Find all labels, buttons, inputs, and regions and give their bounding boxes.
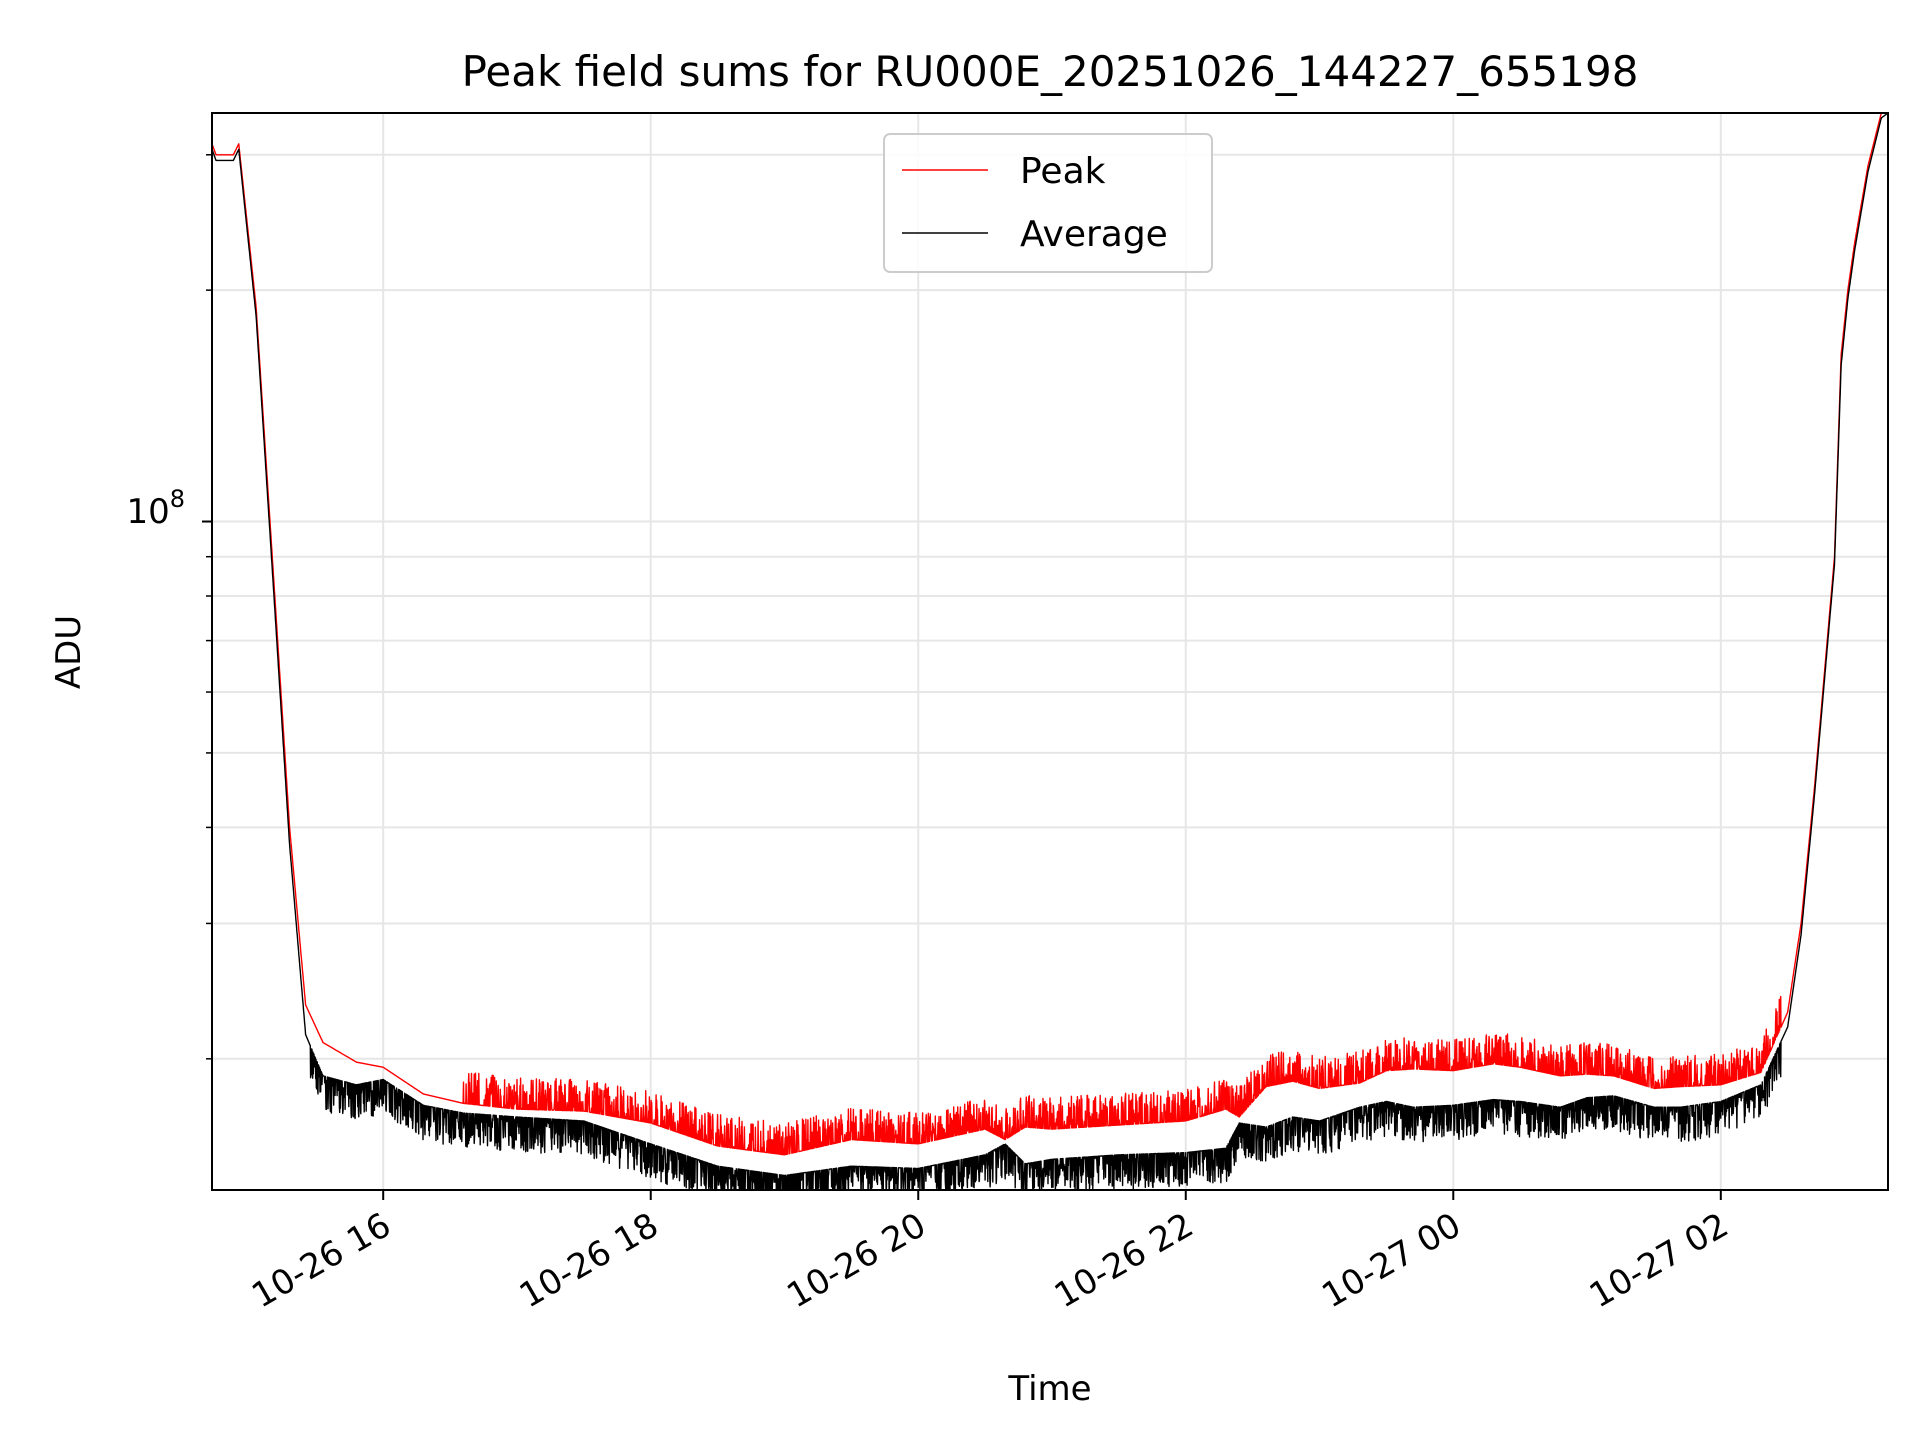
legend-box <box>883 133 1213 273</box>
legend-label-average: Average <box>1020 214 1168 255</box>
series-layer <box>212 113 1888 1190</box>
plot-frame <box>211 112 1889 1191</box>
plot-clip <box>212 113 1888 1190</box>
y-tick-exponent: 8 <box>170 485 185 513</box>
series-line-average <box>212 113 1888 1190</box>
legend: Peak Average <box>883 133 1213 273</box>
series-line-peak <box>212 113 1883 1156</box>
y-tick-base: 10 <box>126 492 169 532</box>
grid-layer <box>212 113 1888 1190</box>
y-tick-label-major: 108 <box>126 485 185 532</box>
chart-title: Peak field sums for RU000E_20251026_1442… <box>462 47 1639 96</box>
plot-area-background <box>212 113 1888 1190</box>
legend-label-peak: Peak <box>1020 151 1106 192</box>
x-axis-title: Time <box>1007 1369 1091 1409</box>
y-axis-title: ADU <box>49 615 89 689</box>
